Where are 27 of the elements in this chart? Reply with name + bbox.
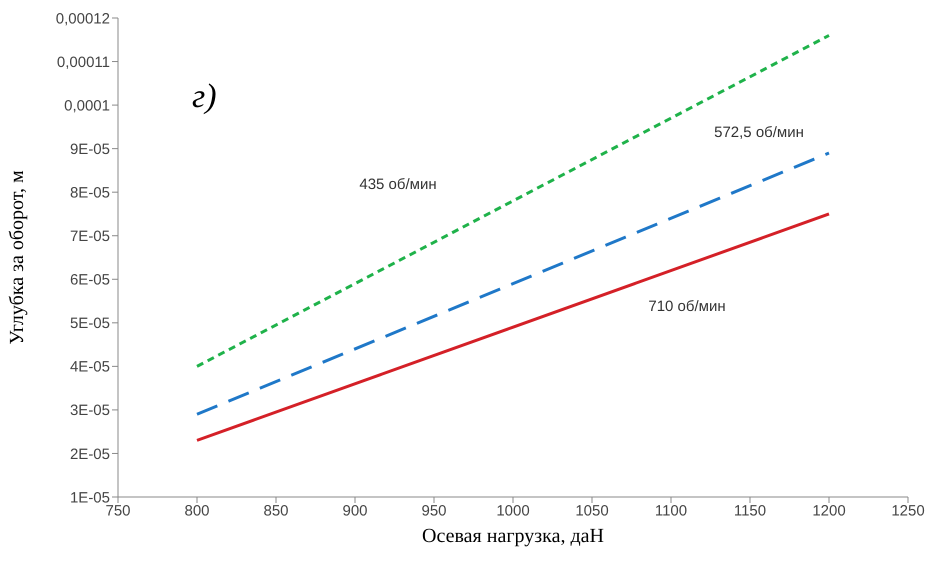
series-label: 572,5 об/мин: [714, 124, 804, 141]
y-tick-label: 8E-05: [70, 184, 110, 202]
series-label: 710 об/мин: [648, 298, 726, 315]
text: 435 об/мин: [359, 176, 437, 193]
y-tick-label: 7E-05: [70, 228, 110, 246]
y-tick-label: 2E-05: [70, 446, 110, 463]
x-tick-label: 900: [342, 502, 368, 520]
x-tick-label: 1000: [496, 502, 530, 520]
x-tick-label: 1050: [575, 502, 609, 520]
x-tick-label: 1150: [734, 502, 766, 520]
y-tick-label: 0,00011: [56, 54, 110, 71]
x-tick-label: 1200: [812, 502, 846, 520]
x-tick-label: 950: [421, 502, 447, 520]
x-tick-label: 1250: [891, 502, 925, 520]
x-tick-label: 800: [184, 502, 210, 520]
y-tick-label: 4E-05: [70, 358, 110, 376]
y-tick-label: 5E-05: [70, 315, 110, 332]
x-tick-label: 1100: [654, 502, 688, 520]
y-tick-label: 0,00012: [56, 10, 110, 28]
y-tick-label: 0,0001: [64, 97, 110, 114]
y-tick-label: 9E-05: [70, 140, 110, 158]
annotation: г): [192, 78, 217, 116]
x-axis-title: Осевая нагрузка, даН: [422, 525, 604, 547]
x-tick-label: 850: [263, 502, 289, 520]
y-tick-label: 3E-05: [70, 402, 110, 420]
y-tick-label: 6E-05: [70, 272, 110, 289]
y-axis-title: Углубка за оборот, м: [6, 170, 28, 345]
